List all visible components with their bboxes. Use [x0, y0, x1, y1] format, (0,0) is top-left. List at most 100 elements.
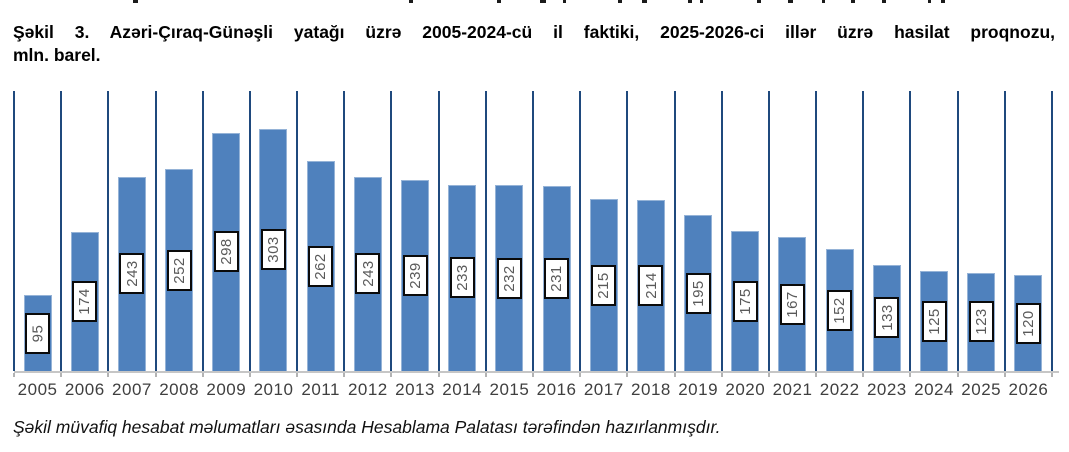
data-label-value: 214: [642, 272, 660, 299]
data-label-2010: 303: [260, 229, 286, 271]
axis-tick: [248, 373, 251, 377]
data-label-2006: 174: [72, 280, 98, 322]
category-gridline: [60, 91, 63, 371]
x-axis-label-2014: 2014: [442, 380, 483, 399]
axis-tick: [862, 373, 865, 377]
figure-title: Şəkil 3. Azəri-Çıraq-Günəşli yatağı üzrə…: [13, 21, 1055, 67]
category-gridline: [909, 91, 912, 371]
data-label-2012: 243: [355, 253, 381, 295]
category-gridline: [815, 91, 818, 371]
data-label-2019: 195: [685, 272, 711, 314]
chart-category-slot: 175: [720, 91, 769, 371]
axis-tick: [201, 373, 204, 377]
x-axis-label-2005: 2005: [17, 380, 58, 399]
data-label-value: 95: [29, 324, 47, 342]
chart-category-slot: 243: [343, 91, 391, 371]
axis-tick: [626, 373, 629, 377]
figure-title-line2: mln. barel.: [13, 45, 101, 65]
axis-tick: [1051, 373, 1053, 377]
chart-category-slot: 214: [626, 91, 674, 371]
category-gridline: [532, 91, 534, 371]
chart-category-slot: 167: [767, 91, 816, 371]
axis-tick: [673, 373, 676, 377]
data-label-2026: 120: [1015, 302, 1041, 344]
x-axis-label-2018: 2018: [631, 380, 671, 399]
category-gridline: [201, 91, 204, 371]
data-label-value: 232: [500, 264, 518, 292]
data-label-2018: 214: [638, 264, 664, 306]
source-note: Şəkil müvafiq hesabat məlumatları əsasın…: [13, 417, 721, 437]
data-label-2023: 133: [874, 297, 900, 339]
axis-tick: [60, 373, 63, 377]
x-axis-line: [14, 371, 1059, 373]
x-axis-label-2023: 2023: [866, 380, 907, 399]
chart-category-slot: 233: [437, 91, 486, 371]
chart-category-slot: 298: [201, 91, 250, 371]
chart-category-slot: 252: [154, 91, 203, 371]
category-gridline: [720, 91, 723, 371]
x-axis-label-2006: 2006: [64, 380, 105, 399]
axis-tick: [390, 373, 393, 377]
x-axis-label-2010: 2010: [253, 380, 294, 399]
category-gridline: [579, 91, 582, 371]
x-axis-label-2024: 2024: [914, 380, 954, 399]
chart-category-slot: 239: [390, 91, 438, 371]
axis-tick: [107, 373, 110, 377]
x-axis-labels: 2005 2006 2007 2008 2009 2010 2011 2012 2013 2014…: [14, 380, 1052, 404]
x-axis-label-2016: 2016: [536, 380, 577, 399]
chart-category-slot: 174: [60, 91, 108, 371]
data-label-2022: 152: [827, 289, 853, 331]
category-gridline: [862, 91, 865, 371]
x-axis-label-2021: 2021: [772, 380, 813, 399]
x-axis-label-2019: 2019: [678, 380, 719, 399]
data-label-value: 252: [170, 256, 188, 284]
category-gridline: [154, 91, 157, 371]
data-label-value: 120: [1019, 309, 1037, 337]
data-label-2021: 167: [779, 283, 805, 325]
data-label-value: 243: [359, 260, 377, 288]
x-axis-label-2009: 2009: [206, 380, 247, 399]
data-label-value: 233: [453, 264, 471, 292]
data-label-value: 239: [406, 262, 424, 289]
x-axis-label-2012: 2012: [347, 380, 388, 399]
chart-category-slot: 231: [532, 91, 580, 371]
data-label-value: 195: [689, 279, 707, 307]
chart-category-slot: 125: [909, 91, 957, 371]
category-gridline: [956, 91, 959, 371]
bar-chart: 95 174 243 252 298 303 262 243 239 233 232 231 215 21…: [13, 91, 1064, 404]
figure-title-line1: Şəkil 3. Azəri-Çıraq-Günəşli yatağı üzrə…: [13, 22, 1055, 42]
x-axis-label-2007: 2007: [112, 380, 152, 399]
axis-tick: [767, 373, 770, 377]
chart-category-slot: 243: [107, 91, 155, 371]
data-label-2011: 262: [308, 245, 334, 287]
data-label-value: 174: [76, 288, 94, 315]
data-label-2015: 232: [496, 257, 522, 299]
axis-tick: [154, 373, 157, 377]
axis-tick: [815, 373, 818, 377]
axis-tick: [437, 373, 440, 377]
chart-category-slot: 303: [248, 91, 297, 371]
axis-tick: [1003, 373, 1006, 377]
chart-category-slot: 95: [13, 91, 61, 371]
data-label-2005: 95: [25, 312, 51, 354]
x-axis-label-2011: 2011: [301, 380, 340, 399]
x-axis-label-2015: 2015: [489, 380, 530, 399]
data-label-2014: 233: [449, 257, 475, 299]
category-gridline: [1051, 91, 1053, 371]
data-label-2016: 231: [544, 258, 570, 300]
chart-plot-area: 95 174 243 252 298 303 262 243 239 233 232 231 215 21…: [13, 91, 1053, 371]
chart-category-slot: 133: [862, 91, 910, 371]
x-axis-label-2008: 2008: [159, 380, 200, 399]
data-label-value: 243: [123, 260, 141, 288]
data-label-2017: 215: [591, 264, 617, 306]
data-label-value: 215: [595, 271, 613, 299]
data-label-2008: 252: [166, 249, 192, 291]
data-label-value: 125: [925, 307, 943, 335]
axis-tick: [720, 373, 723, 377]
category-gridline: [437, 91, 440, 371]
data-label-value: 298: [217, 238, 235, 266]
x-axis-label-2017: 2017: [583, 380, 624, 399]
data-label-value: 167: [783, 290, 801, 318]
category-gridline: [107, 91, 110, 371]
axis-tick: [956, 373, 959, 377]
